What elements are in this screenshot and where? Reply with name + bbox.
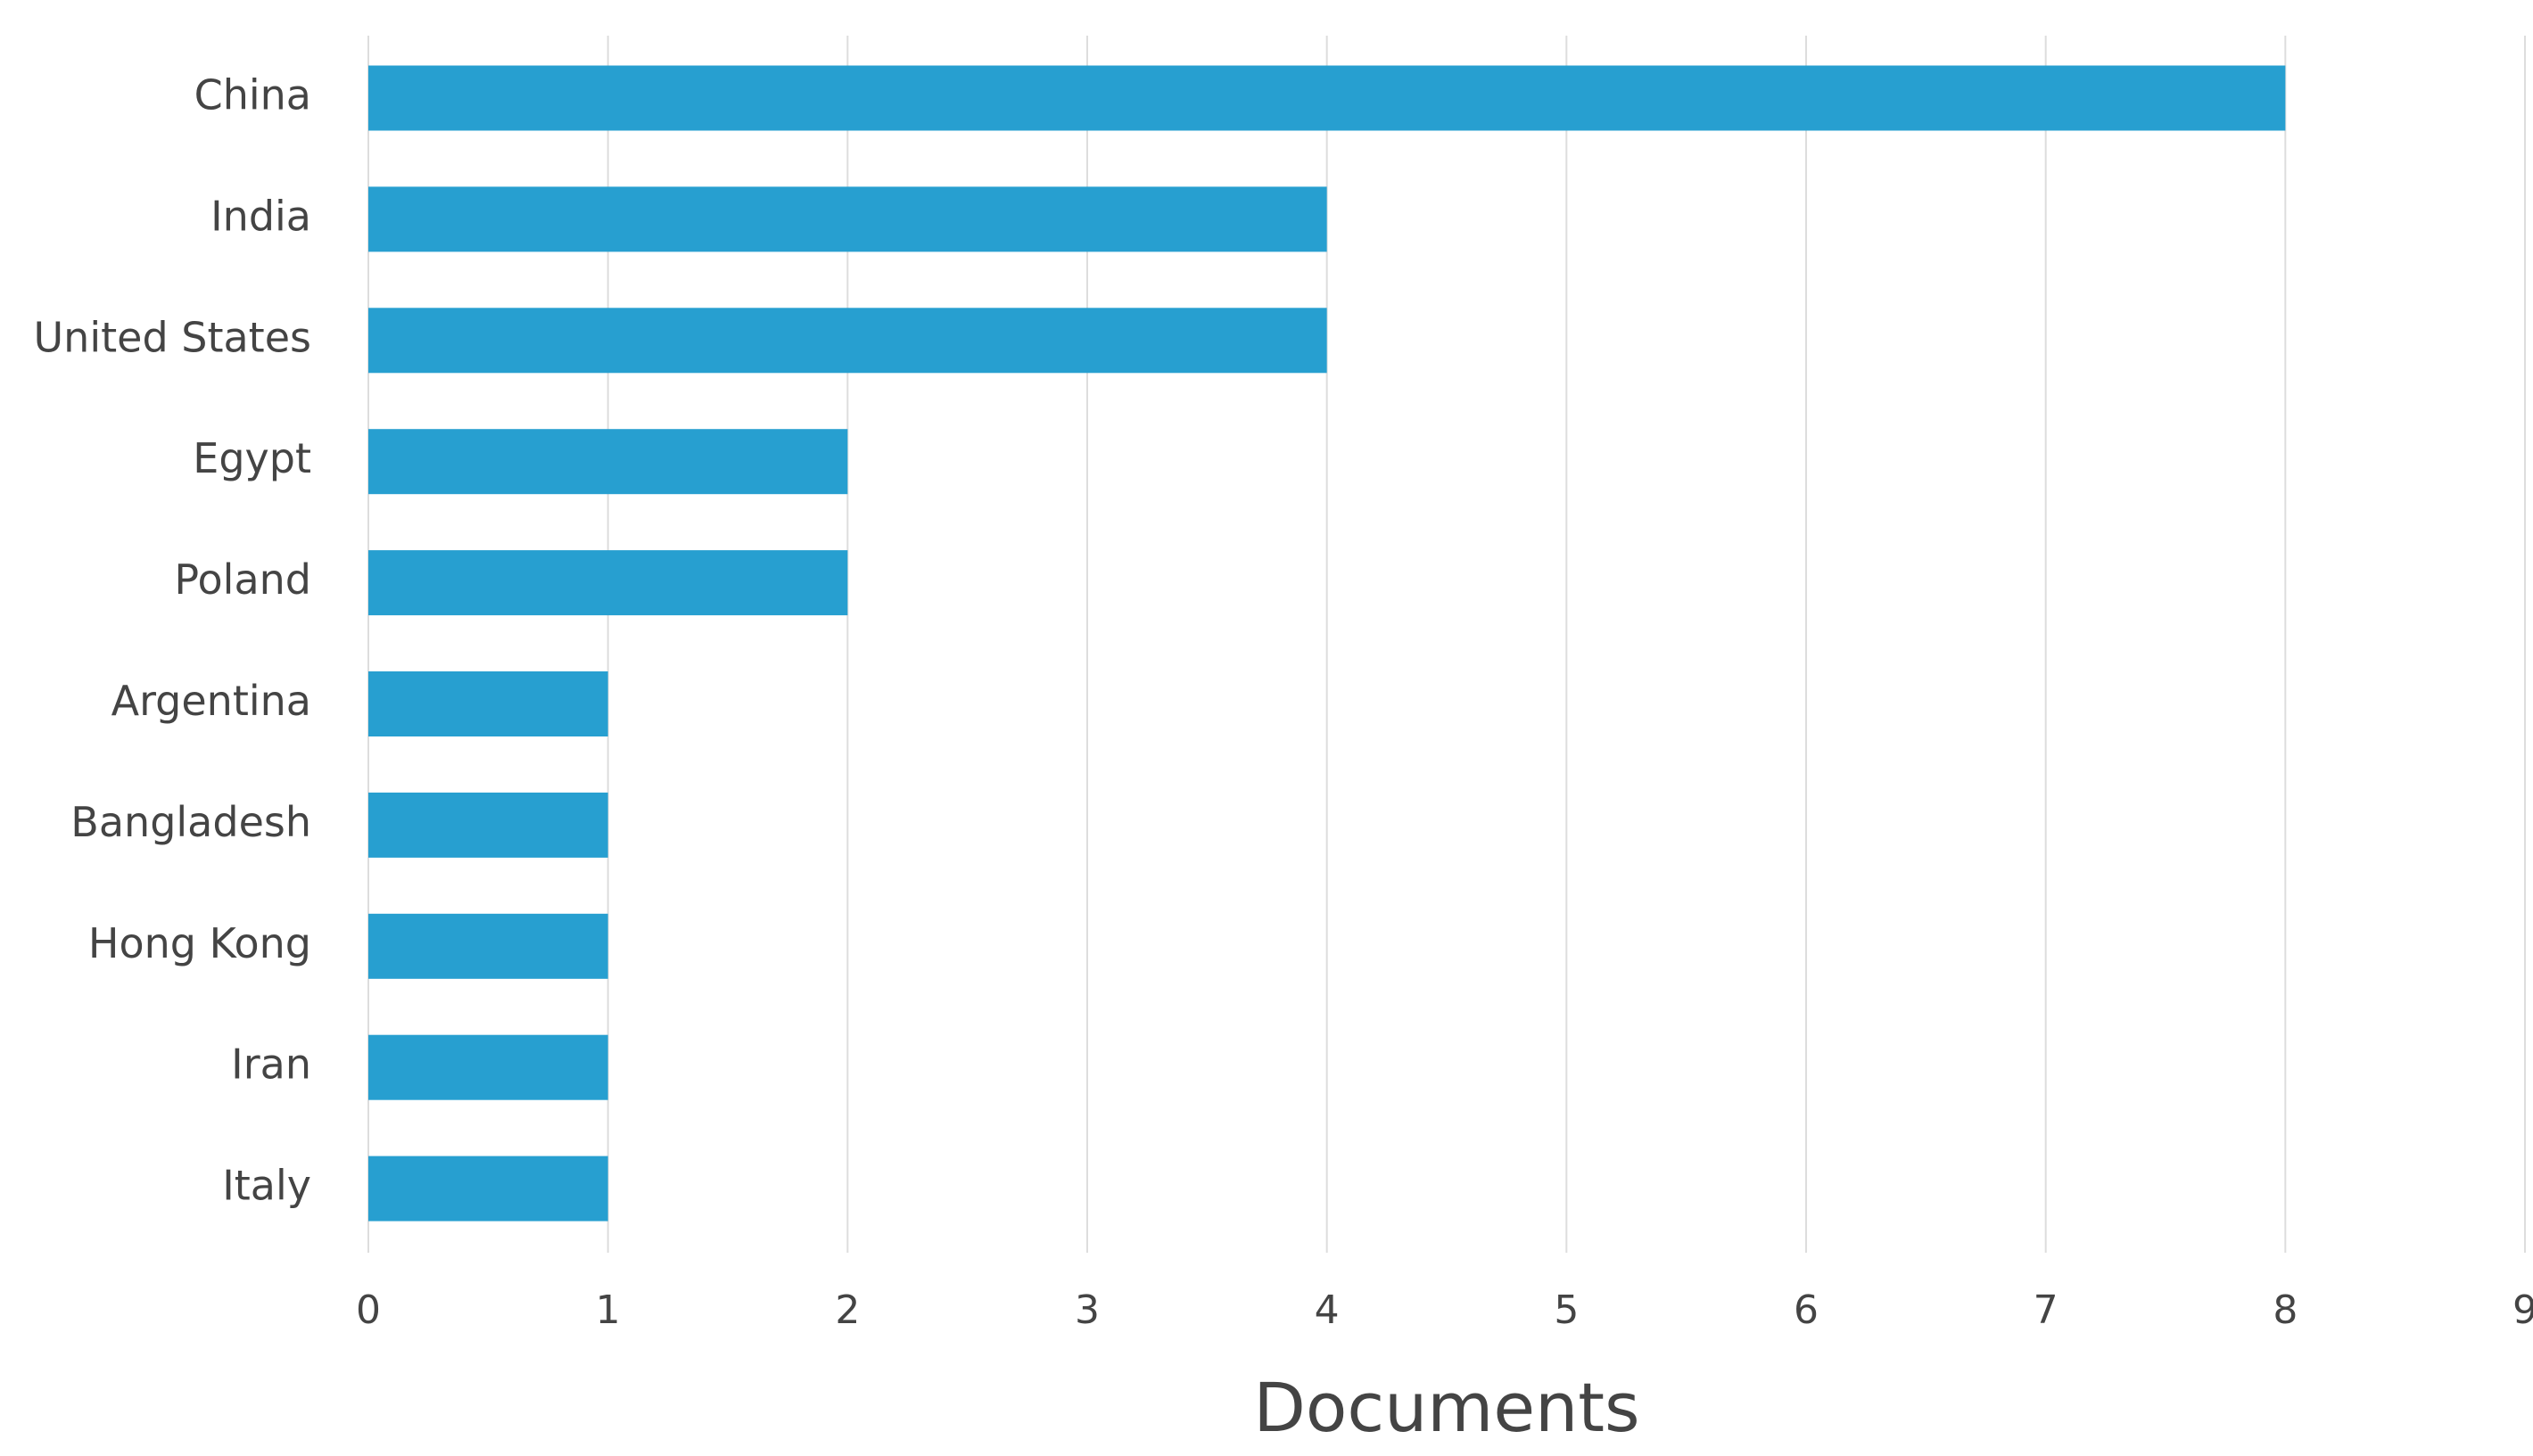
bar [368, 186, 1327, 252]
y-tick-label: Iran [231, 1041, 311, 1089]
x-axis-label: Documents [1253, 1368, 1639, 1447]
bar [368, 1034, 608, 1100]
y-tick-label: China [194, 71, 311, 119]
x-tick-label: 3 [1075, 1287, 1100, 1333]
x-tick-label: 5 [1554, 1287, 1579, 1333]
bar [368, 308, 1327, 374]
bar [368, 913, 608, 979]
y-tick-label: Poland [174, 555, 311, 604]
y-tick-label: Argentina [111, 677, 311, 725]
y-tick-label: United States [34, 313, 312, 361]
bar [368, 65, 2286, 131]
y-tick-label: Egypt [193, 434, 311, 482]
x-tick-label: 4 [1315, 1287, 1340, 1333]
y-tick-label: India [210, 192, 311, 240]
y-tick-label: Italy [222, 1162, 311, 1210]
x-tick-label: 9 [2512, 1287, 2533, 1333]
bar [368, 671, 608, 736]
y-tick-label: Hong Kong [88, 919, 311, 967]
x-tick-label: 1 [596, 1287, 621, 1333]
x-tick-label: 2 [835, 1287, 860, 1333]
x-tick-label: 7 [2034, 1287, 2059, 1333]
x-tick-label: 6 [1794, 1287, 1819, 1333]
bar [368, 792, 608, 858]
x-tick-label: 8 [2273, 1287, 2298, 1333]
bar [368, 429, 848, 495]
bar [368, 1156, 608, 1222]
x-tick-label: 0 [356, 1287, 381, 1333]
y-tick-label: Bangladesh [70, 798, 311, 846]
bar [368, 550, 848, 616]
